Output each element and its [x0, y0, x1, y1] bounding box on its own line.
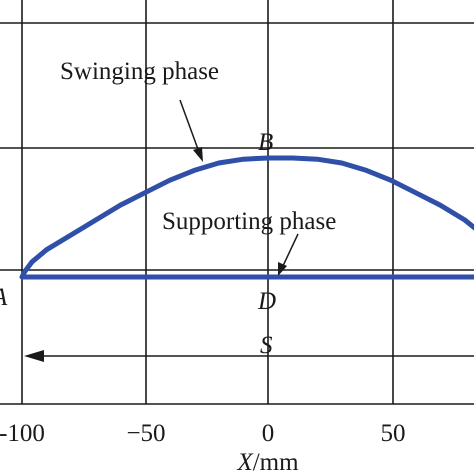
x-axis-variable: X: [236, 449, 254, 474]
swinging-phase-label: Swinging phase: [60, 58, 219, 85]
swing-arrowhead: [193, 147, 203, 162]
point-label-s: S: [260, 332, 273, 359]
point-label-b: B: [258, 129, 273, 156]
point-label-a: A: [0, 284, 8, 311]
x-tick-label-50: 50: [381, 420, 406, 447]
supporting-phase-label: Supporting phase: [162, 208, 336, 235]
swing-arrow-line: [179, 99, 200, 153]
stride-arrowhead: [24, 350, 44, 362]
x-axis-unit: /mm: [253, 449, 299, 474]
stride-arrow: [24, 350, 474, 362]
x-tick-label-minus50: −50: [126, 420, 165, 447]
x-tick-label-0: 0: [262, 420, 275, 447]
grid: [0, 0, 474, 405]
trajectory-curve: [19, 155, 474, 280]
x-axis-title: X/mm: [236, 449, 299, 474]
point-label-d: D: [257, 288, 276, 315]
support-arrowhead: [278, 262, 287, 276]
support-arrow-line: [281, 233, 299, 269]
annotation-arrows: [179, 99, 299, 276]
x-tick-label-minus100: -100: [0, 420, 45, 447]
